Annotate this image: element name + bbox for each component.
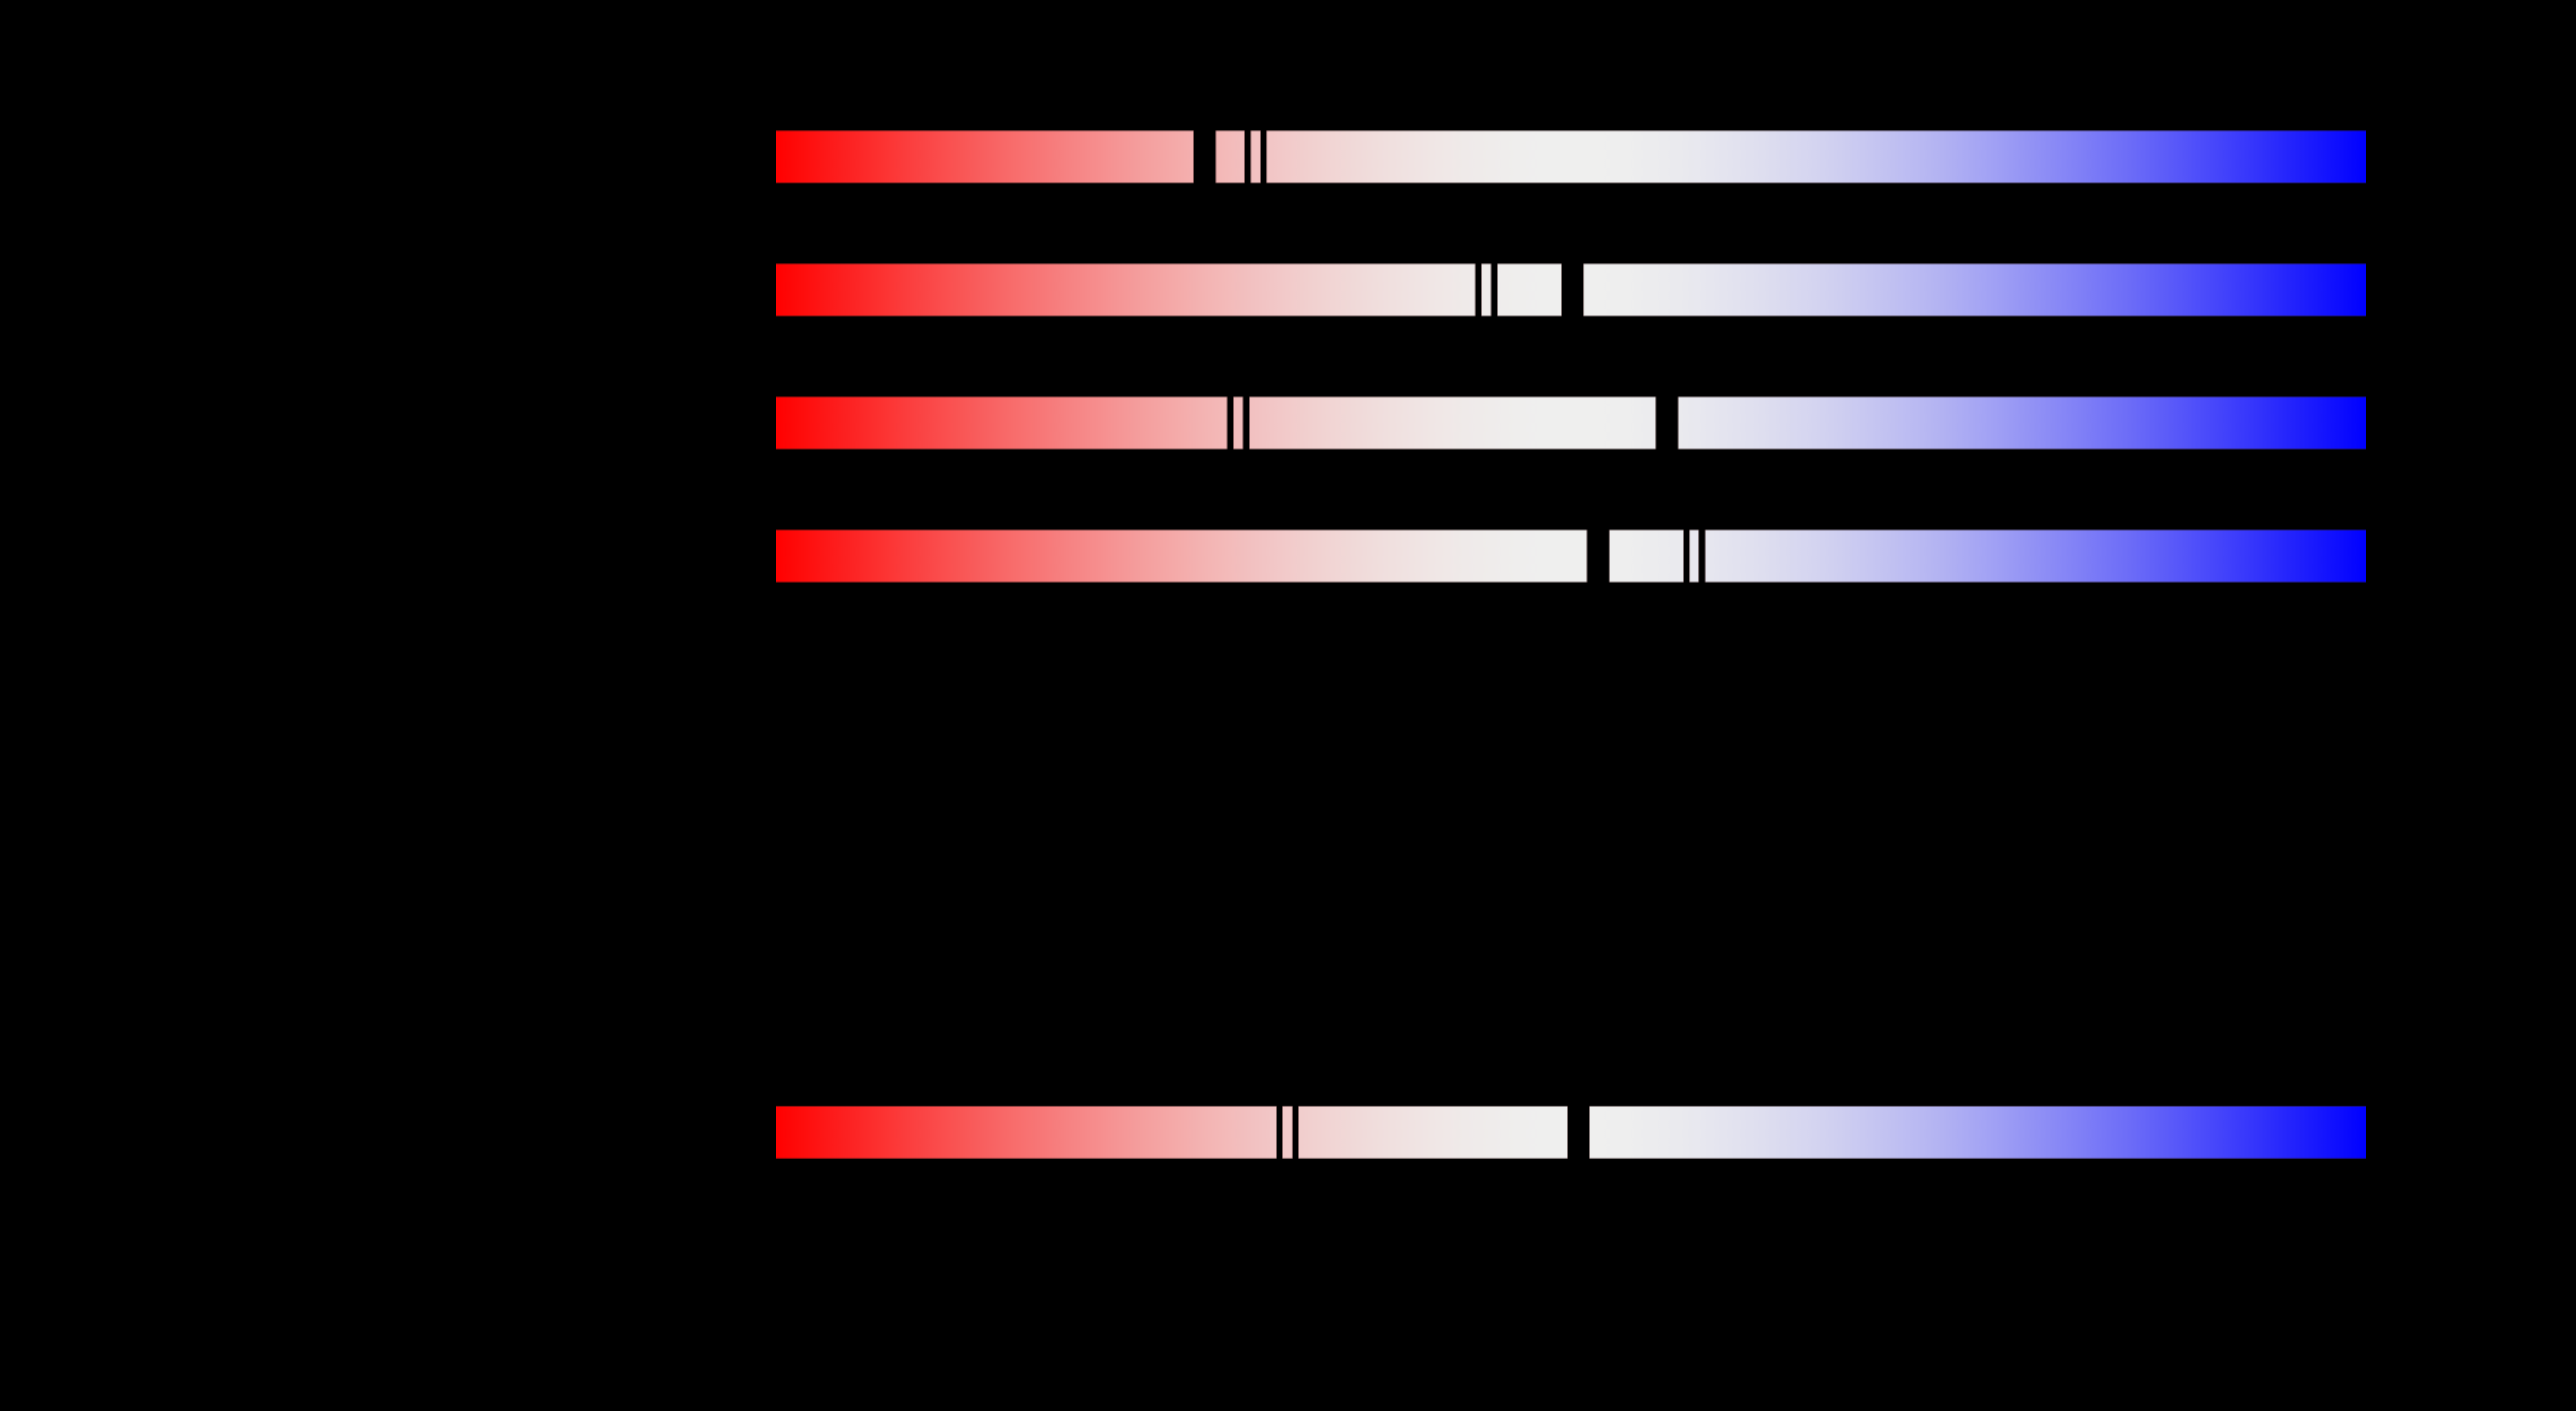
wide-marker-strip-5 — [1568, 1106, 1590, 1159]
thin-marker-2-strip-4 — [1699, 530, 1705, 583]
thin-marker-1-strip-2 — [1476, 263, 1481, 316]
gradient-strip-4 — [776, 530, 2366, 583]
thin-marker-1-strip-3 — [1228, 396, 1233, 449]
gradient-strip-3 — [776, 396, 2366, 449]
thin-marker-1-strip-4 — [1683, 530, 1689, 583]
thin-marker-2-strip-5 — [1293, 1106, 1299, 1159]
wide-marker-strip-4 — [1587, 530, 1609, 583]
wide-marker-strip-1 — [1194, 130, 1215, 183]
thin-marker-1-strip-5 — [1277, 1106, 1283, 1159]
wide-marker-strip-3 — [1656, 396, 1678, 449]
thin-marker-1-strip-1 — [1245, 130, 1251, 183]
wide-marker-strip-2 — [1562, 263, 1583, 316]
thin-marker-2-strip-3 — [1243, 396, 1249, 449]
gradient-strip-5 — [776, 1106, 2366, 1159]
gradient-strip-2 — [776, 263, 2366, 316]
thin-marker-2-strip-1 — [1260, 130, 1266, 183]
gradient-strip-1 — [776, 130, 2366, 183]
thin-marker-2-strip-2 — [1492, 263, 1497, 316]
